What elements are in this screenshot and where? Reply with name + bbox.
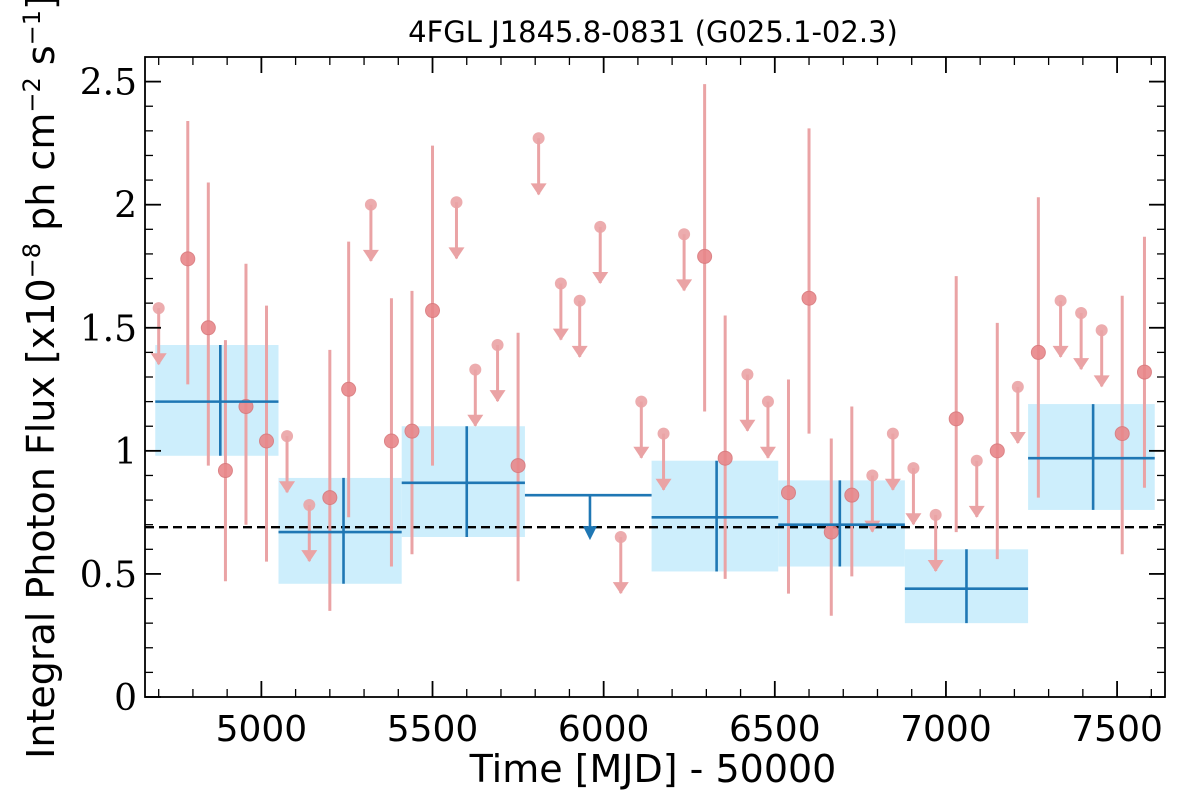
fine-upper-limit-point [532, 132, 545, 145]
fine-upper-limit-arrowhead [1093, 375, 1110, 388]
fine-upper-limit-arrowhead [467, 414, 484, 427]
fine-data-point [948, 411, 964, 427]
fine-upper-limit-point [281, 430, 294, 443]
fine-upper-limit-point [491, 339, 504, 351]
fine-upper-limit-arrowhead [655, 478, 672, 491]
fine-upper-limit-arrowhead [968, 505, 985, 518]
fine-upper-limit-point [741, 368, 754, 381]
fine-data-point [1114, 426, 1130, 442]
fine-upper-limit-point [657, 427, 670, 440]
fine-data-point [717, 450, 733, 466]
chart-title: 4FGL J1845.8-0831 (G025.1-02.3) [408, 15, 898, 49]
fine-data-point [1136, 364, 1152, 380]
y-tick-label: 2 [114, 186, 137, 227]
y-axis-label: Integral Photon Flux [x10−8 ph cm−2 s−1] [18, 0, 63, 759]
fine-data-point [322, 490, 338, 506]
fine-upper-limit-point [970, 454, 983, 467]
y-axis-label-exp2: −2 [18, 77, 46, 112]
fine-upper-limit-point [1011, 380, 1024, 393]
fine-upper-limit-point [450, 196, 463, 209]
fine-upper-limit-point [1095, 324, 1108, 337]
x-tick-label: 5000 [216, 709, 308, 750]
fine-data-point [217, 463, 233, 479]
x-tick-label: 6500 [729, 709, 821, 750]
x-tick-label: 5500 [387, 709, 479, 750]
fine-upper-limit-point [554, 277, 567, 290]
fine-data-point [180, 251, 196, 267]
fine-data-point [383, 433, 399, 449]
fine-upper-limit-point [1054, 294, 1067, 307]
y-axis-label-close: ] [19, 0, 63, 10]
fine-data-point [200, 320, 216, 336]
fine-upper-limit-point [364, 198, 377, 211]
fine-upper-limit-arrowhead [1073, 358, 1090, 371]
fine-upper-limit-point [886, 427, 899, 440]
fine-upper-limit-arrowhead [150, 353, 167, 366]
fine-upper-limit-point [594, 220, 607, 233]
fine-upper-limit-arrowhead [448, 247, 465, 260]
fine-upper-limit-arrowhead [362, 249, 379, 262]
plot-area [145, 84, 1165, 624]
fine-upper-limit-arrowhead [633, 446, 650, 459]
fine-upper-limit-arrowhead [927, 560, 944, 572]
y-tick-label: 0 [114, 678, 137, 719]
fine-data-point [697, 248, 713, 264]
y-tick-label: 1 [114, 432, 137, 473]
fine-upper-limit-arrowhead [552, 328, 569, 341]
fine-data-point [404, 423, 420, 439]
fine-upper-limit-arrowhead [612, 582, 629, 595]
fine-data-point [989, 443, 1005, 459]
fine-upper-limit-arrowhead [884, 478, 901, 491]
fine-upper-limit-arrowhead [905, 513, 922, 526]
fine-data-point [341, 381, 357, 397]
fine-data-point [425, 303, 441, 319]
fine-upper-limit-point [678, 228, 691, 241]
fine-data-point [844, 487, 860, 503]
fine-upper-limit-point [469, 363, 482, 376]
fine-upper-limit-arrowhead [759, 446, 776, 459]
fine-upper-limit-point [1075, 307, 1088, 319]
fine-upper-limit-point [866, 469, 879, 482]
y-axis-label-main: Integral Photon Flux [x10 [19, 278, 63, 759]
fine-data-point [238, 399, 254, 415]
fine-upper-limit-point [152, 302, 165, 315]
fine-upper-limit-point [635, 395, 648, 408]
fine-upper-limit-point [614, 531, 627, 543]
x-tick-label: 7000 [900, 709, 992, 750]
x-tick-label: 6000 [558, 709, 650, 750]
y-axis-label-mid: ph cm [19, 113, 63, 243]
fine-upper-limit-arrowhead [571, 345, 588, 358]
fine-upper-limit-point [573, 294, 586, 307]
fine-upper-limit-arrowhead [739, 419, 756, 432]
fine-upper-limit-arrowhead [489, 390, 506, 403]
fine-upper-limit-arrowhead [1009, 432, 1026, 444]
y-tick-label: 0.5 [80, 555, 137, 596]
fine-data-point [801, 290, 817, 306]
fine-upper-limit-arrowhead [1052, 345, 1069, 358]
fine-upper-limit-point [761, 395, 774, 408]
y-tick-label: 1.5 [80, 309, 137, 350]
y-axis-label-exp1: −8 [18, 243, 46, 278]
fine-data-point [1030, 344, 1046, 360]
axis-ticks: 5000 5500 6000 6500 7000 7500 0 0.5 1 1.5 2 2.5 [80, 57, 1165, 750]
fine-upper-limit-arrowhead [530, 183, 547, 196]
fine-upper-limit-point [303, 499, 316, 511]
y-axis-label-end: s [19, 45, 63, 77]
fine-data-point [259, 433, 275, 449]
fine-data-point [780, 485, 796, 501]
fine-data-point [823, 524, 839, 540]
x-tick-label: 7500 [1071, 709, 1163, 750]
fine-upper-limit-arrowhead [301, 550, 318, 563]
y-axis-label-exp3: −1 [18, 10, 46, 45]
fine-upper-limit-arrowhead [592, 272, 609, 284]
fine-upper-limit-arrowhead [279, 481, 296, 494]
fine-data-point [510, 458, 526, 474]
coarse-upper-limit-arrowhead [582, 526, 597, 541]
fine-upper-limit-point [907, 462, 920, 475]
fine-upper-limit-point [929, 508, 942, 521]
y-tick-label: 2.5 [80, 63, 137, 104]
fine-upper-limit-arrowhead [676, 279, 693, 292]
x-axis-label: Time [MJD] - 50000 [469, 747, 837, 791]
